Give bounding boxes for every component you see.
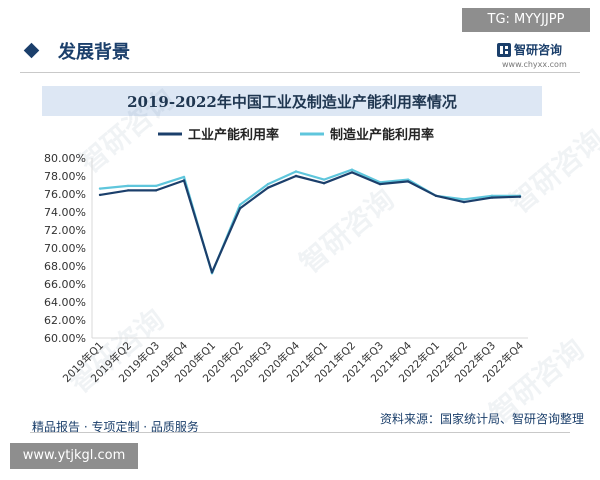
- url-badge: www.ytjkgl.com: [10, 443, 138, 469]
- chart-title-band: 2019-2022年中国工业及制造业产能利用率情况: [42, 86, 542, 116]
- brand-logo: 智研咨询 www.chyxx.com: [496, 42, 592, 74]
- data-point: [294, 170, 298, 173]
- tag-badge: TG: MYYJJPP: [462, 8, 590, 32]
- diamond-icon: [23, 42, 40, 59]
- brand-mark-icon: [497, 43, 511, 57]
- data-point: [266, 182, 270, 186]
- line-chart: 60.00% 62.00% 64.00% 66.00% 68.00% 70.00% 72.0…: [44, 127, 528, 385]
- data-point: [322, 178, 326, 181]
- data-point: [238, 203, 242, 206]
- footer-divider: [30, 432, 570, 433]
- data-point: [98, 187, 102, 190]
- data-point: [378, 182, 382, 186]
- data-point: [294, 174, 298, 178]
- brand-name: 智研咨询: [514, 43, 563, 57]
- source-note: 资料来源：国家统计局、智研咨询整理: [380, 412, 585, 426]
- data-point: [434, 194, 438, 197]
- data-point: [406, 178, 410, 181]
- data-point: [126, 189, 130, 192]
- data-point: [462, 198, 466, 201]
- series-line-manufacturing: [99, 168, 520, 275]
- data-point: [490, 196, 494, 199]
- data-point: [210, 271, 214, 274]
- data-point: [518, 195, 522, 198]
- data-point: [490, 194, 494, 197]
- y-tick-label: 70.00%: [44, 242, 86, 255]
- data-point: [154, 184, 158, 188]
- section-title: 发展背景: [58, 42, 130, 63]
- data-point: [98, 193, 102, 197]
- data-point: [350, 168, 354, 171]
- data-point: [238, 207, 242, 210]
- series-line-industrial: [99, 171, 521, 274]
- y-tick-label: 64.00%: [44, 296, 86, 309]
- y-tick-label: 74.00%: [44, 206, 86, 219]
- y-tick-label: 76.00%: [44, 188, 86, 201]
- y-tick-label: 62.00%: [44, 314, 86, 327]
- data-point: [182, 175, 186, 179]
- y-tick-label: 60.00%: [44, 332, 86, 345]
- legend-label: 制造业产能利用率: [330, 127, 434, 143]
- data-point: [406, 180, 410, 183]
- data-point: [462, 200, 466, 204]
- brand-url: www.chyxx.com: [502, 60, 567, 69]
- chart-title: 2019-2022年中国工业及制造业产能利用率情况: [127, 93, 457, 111]
- data-point: [350, 171, 354, 174]
- footer-slogan: 精品报告 · 专项定制 · 品质服务: [32, 420, 199, 434]
- y-tick-label: 72.00%: [44, 224, 86, 237]
- data-point: [154, 189, 158, 192]
- y-tick-label: 80.00%: [44, 152, 86, 165]
- y-tick-label: 66.00%: [44, 278, 86, 291]
- y-tick-label: 68.00%: [44, 260, 86, 273]
- data-point: [322, 182, 326, 185]
- header-divider: [20, 72, 580, 73]
- data-point: [266, 186, 270, 189]
- y-tick-label: 78.00%: [44, 170, 86, 183]
- data-point: [126, 184, 130, 188]
- legend-label: 工业产能利用率: [188, 127, 279, 143]
- data-point: [182, 179, 186, 182]
